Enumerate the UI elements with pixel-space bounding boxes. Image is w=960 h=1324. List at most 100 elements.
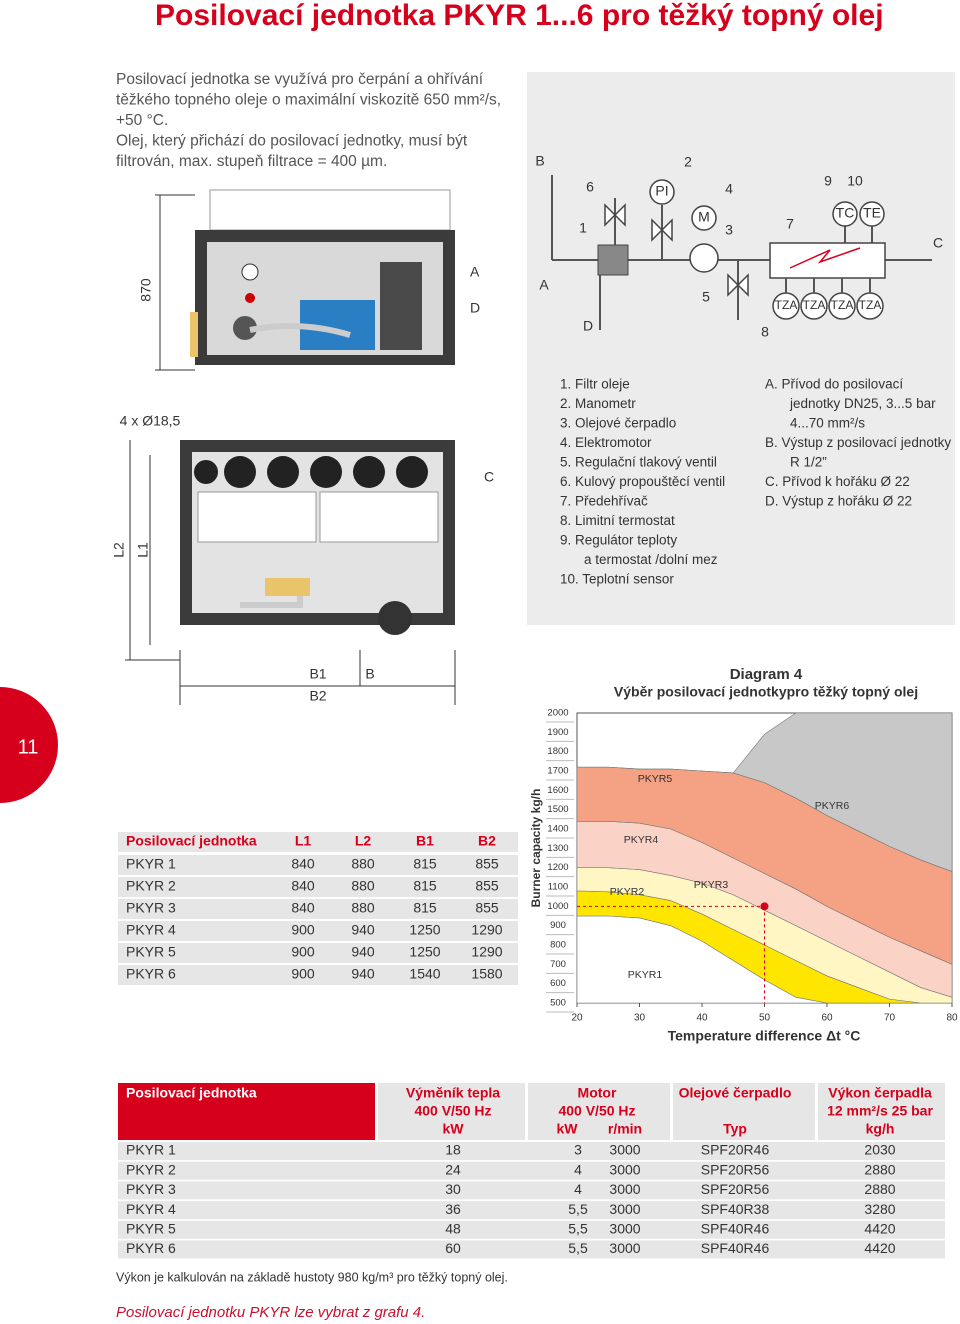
pid-schematic — [551, 175, 932, 330]
dimension-label: 870 — [138, 278, 154, 302]
table-cell: 1580 — [471, 966, 502, 982]
table-header: 400 V/50 Hz — [558, 1103, 635, 1119]
table-cell: 900 — [291, 966, 315, 982]
table-cell: 2030 — [864, 1142, 895, 1158]
x-axis-label: Temperature difference Δt °C — [668, 1028, 861, 1044]
legend-item: 10. Teplotní sensor — [560, 572, 674, 587]
table-header: L2 — [355, 833, 372, 849]
table-cell: 880 — [351, 856, 375, 872]
table-cell: 1290 — [471, 922, 502, 938]
x-tick-label: 40 — [696, 1013, 708, 1024]
schematic-label: C — [933, 235, 943, 251]
drawing-label: L2 — [111, 542, 127, 558]
schematic-label: 7 — [786, 216, 794, 232]
table-cell: 3280 — [864, 1201, 895, 1217]
table-cell: SPF40R38 — [701, 1201, 770, 1217]
region-label: PKYR1 — [628, 969, 663, 981]
table-row — [118, 943, 518, 963]
legend-item: 5. Regulační tlakový ventil — [560, 455, 717, 470]
y-tick-label: 1800 — [547, 746, 568, 757]
drawing-label: B — [365, 666, 374, 682]
table-row — [118, 1181, 945, 1200]
table-cell: 36 — [445, 1201, 461, 1217]
y-tick-label: 1500 — [547, 804, 568, 815]
table-cell: SPF20R46 — [701, 1142, 770, 1158]
table-cell: 30 — [445, 1181, 461, 1197]
table-cell: SPF40R46 — [701, 1221, 770, 1237]
table-row — [118, 1220, 945, 1239]
table-header: B1 — [416, 833, 434, 849]
table-cell: 60 — [445, 1240, 461, 1256]
table-header-cell — [528, 1083, 670, 1140]
table-cell: 5,5 — [568, 1221, 588, 1237]
table-row — [118, 1201, 945, 1220]
y-tick-label: 1400 — [547, 824, 568, 835]
table-header: kW — [557, 1121, 579, 1137]
table-header: kW — [443, 1121, 465, 1137]
table-cell: 5,5 — [568, 1240, 588, 1256]
legend-item: D. Výstup z hořáku Ø 22 — [765, 494, 912, 509]
drawing-label: B1 — [309, 666, 326, 682]
schematic-label: TZA — [859, 298, 882, 312]
table-cell: 855 — [475, 900, 499, 916]
table-header: Olejové čerpadlo — [679, 1085, 792, 1101]
table-cell: 3000 — [609, 1240, 640, 1256]
table-header: Motor — [578, 1085, 617, 1101]
table-cell: 940 — [351, 966, 375, 982]
schematic-label: TZA — [775, 298, 798, 312]
table-cell: 1540 — [409, 966, 440, 982]
y-tick-label: 1600 — [547, 785, 568, 796]
table-cell: 840 — [291, 900, 315, 916]
table-header: B2 — [478, 833, 496, 849]
schematic-panel — [527, 72, 955, 625]
table-row — [118, 1240, 945, 1259]
table-header: Typ — [723, 1121, 747, 1137]
y-tick-label: 500 — [550, 998, 566, 1009]
region-label: PKYR2 — [610, 886, 645, 898]
schematic-label: M — [698, 209, 710, 225]
drawing-label: C — [484, 469, 494, 485]
table-cell: PKYR 2 — [126, 878, 176, 894]
table-cell: 1250 — [409, 922, 440, 938]
legend-item: A. Přívod do posilovací — [765, 377, 903, 392]
schematic-label: A — [539, 277, 549, 293]
schematic-label: PI — [655, 183, 668, 199]
table-cell: 3000 — [609, 1142, 640, 1158]
page-number: 11 — [18, 736, 39, 758]
y-tick-label: 800 — [550, 940, 566, 951]
table-header: L1 — [295, 833, 312, 849]
legend-item: 4...70 mm²/s — [790, 416, 865, 431]
front-drawing — [155, 189, 455, 371]
legend-item: 3. Olejové čerpadlo — [560, 416, 676, 431]
y-tick-label: 600 — [550, 978, 566, 989]
table-header-cell — [818, 1083, 945, 1140]
table-cell: 840 — [291, 878, 315, 894]
schematic-label: D — [583, 318, 593, 334]
table-cell: 855 — [475, 856, 499, 872]
table-cell: 5,5 — [568, 1201, 588, 1217]
table-cell: PKYR 6 — [126, 1240, 176, 1256]
legend-item: 9. Regulátor teploty — [560, 533, 677, 548]
marker — [760, 902, 769, 911]
table-cell: PKYR 4 — [126, 1201, 176, 1217]
table-header-cell — [673, 1083, 815, 1140]
y-tick-label: 1200 — [547, 862, 568, 873]
legend-item: 2. Manometr — [560, 396, 636, 411]
y-axis-bar — [540, 701, 574, 1015]
table-cell: PKYR 2 — [126, 1161, 176, 1177]
legend-item: 7. Předehřívač — [560, 494, 648, 509]
page-title: Posilovací jednotka PKYR 1...6 pro těžký… — [155, 0, 884, 32]
table-cell: 3 — [574, 1142, 582, 1158]
schematic-label: 6 — [586, 179, 594, 195]
table-cell: 840 — [291, 856, 315, 872]
region-label: PKYR5 — [638, 773, 673, 785]
selection-note: Posilovací jednotku PKYR lze vybrat z gr… — [116, 1304, 425, 1321]
top-drawing — [125, 440, 456, 705]
table-cell: SPF20R56 — [701, 1181, 770, 1197]
schematic-label: 10 — [847, 173, 863, 189]
legend-item: B. Výstup z posilovací jednotky — [765, 435, 951, 450]
table-cell: PKYR 4 — [126, 922, 176, 938]
table-row — [118, 877, 518, 897]
